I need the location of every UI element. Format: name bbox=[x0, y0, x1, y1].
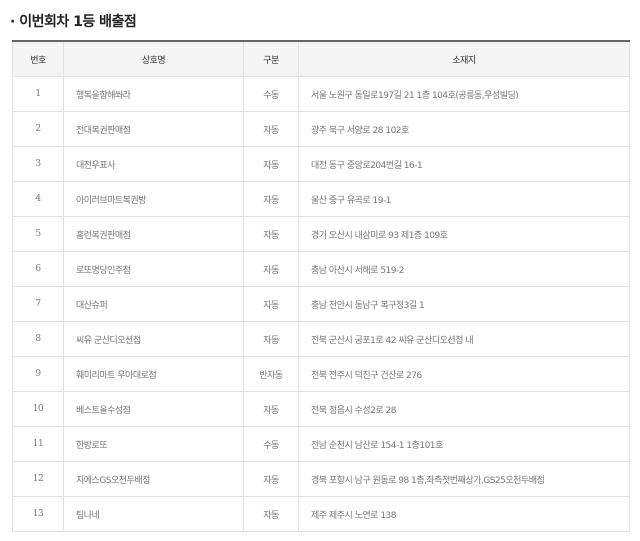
row-number: 7 bbox=[12, 286, 64, 322]
table-row: 10 베스트올수성점 자동 전북 정읍시 수성2로 28 bbox=[12, 391, 630, 427]
row-number: 9 bbox=[12, 356, 64, 392]
header-type: 구분 bbox=[243, 40, 299, 77]
store-address: 전북 정읍시 수성2로 28 bbox=[298, 391, 630, 427]
table-row: 6 로또명당인주점 자동 충남 아산시 서해로 519-2 bbox=[12, 251, 630, 287]
row-number: 4 bbox=[12, 181, 64, 217]
row-number: 3 bbox=[12, 146, 64, 182]
draw-type: 자동 bbox=[243, 146, 299, 182]
draw-type: 자동 bbox=[243, 496, 299, 532]
store-address: 충남 아산시 서해로 519-2 bbox=[298, 251, 630, 287]
store-name: 전대복권판매점 bbox=[63, 111, 244, 147]
store-name: 대산슈퍼 bbox=[63, 286, 244, 322]
store-address: 광주 북구 서양로 28 102호 bbox=[298, 111, 630, 147]
draw-type: 자동 bbox=[243, 111, 299, 147]
store-address: 전북 전주시 덕진구 건산로 276 bbox=[298, 356, 630, 392]
row-number: 12 bbox=[12, 461, 64, 497]
row-number: 2 bbox=[12, 111, 64, 147]
store-name: 아이러브마트복권방 bbox=[63, 181, 244, 217]
store-name: 한방로또 bbox=[63, 426, 244, 462]
draw-type: 자동 bbox=[243, 286, 299, 322]
row-number: 13 bbox=[12, 496, 64, 532]
header-address: 소재지 bbox=[298, 40, 630, 77]
header-number: 번호 bbox=[12, 40, 64, 77]
table-row: 12 지에스GS오천두배점 자동 경북 포항시 남구 원동로 98 1층,좌측첫번째상… bbox=[12, 461, 630, 497]
store-address: 충남 천안시 동남구 복구정3길 1 bbox=[298, 286, 630, 322]
table-row: 4 아이러브마트복권방 자동 울산 중구 유곡로 19-1 bbox=[12, 181, 630, 217]
table-row: 9 훼미리마트 우아대로점 반자동 전북 전주시 덕진구 건산로 276 bbox=[12, 356, 630, 392]
table-header-row: 번호 상호명 구분 소재지 bbox=[12, 40, 630, 77]
table-row: 11 한방로또 수동 전남 순천시 남산로 154-1 1층101호 bbox=[12, 426, 630, 462]
store-name: 팀나네 bbox=[63, 496, 244, 532]
winning-stores-table: 번호 상호명 구분 소재지 1 행복을향해쏴라 수동 서울 노원구 동일로197길 2… bbox=[12, 40, 630, 532]
store-address: 서울 노원구 동일로197길 21 1층 104호(공릉동,우성빌딩) bbox=[298, 76, 630, 112]
draw-type: 자동 bbox=[243, 251, 299, 287]
store-address: 제주 제주시 노연로 138 bbox=[298, 496, 630, 532]
store-name: 훼미리마트 우아대로점 bbox=[63, 356, 244, 392]
table-row: 13 팀나네 자동 제주 제주시 노연로 138 bbox=[12, 496, 630, 532]
draw-type: 자동 bbox=[243, 216, 299, 252]
store-name: 씨유 군산디오션점 bbox=[63, 321, 244, 357]
row-number: 10 bbox=[12, 391, 64, 427]
store-address: 경기 오산시 내삼미로 93 제1층 109호 bbox=[298, 216, 630, 252]
store-address: 대전 동구 중앙로204번길 16-1 bbox=[298, 146, 630, 182]
store-name: 지에스GS오천두배점 bbox=[63, 461, 244, 497]
store-name: 홈런복권판매점 bbox=[63, 216, 244, 252]
draw-type: 수동 bbox=[243, 76, 299, 112]
store-name: 행복을향해쏴라 bbox=[63, 76, 244, 112]
table-row: 5 홈런복권판매점 자동 경기 오산시 내삼미로 93 제1층 109호 bbox=[12, 216, 630, 252]
draw-type: 수동 bbox=[243, 426, 299, 462]
row-number: 6 bbox=[12, 251, 64, 287]
table-row: 1 행복을향해쏴라 수동 서울 노원구 동일로197길 21 1층 104호(공릉동,… bbox=[12, 76, 630, 112]
header-store-name: 상호명 bbox=[63, 40, 244, 77]
store-name: 대전우표사 bbox=[63, 146, 244, 182]
draw-type: 자동 bbox=[243, 321, 299, 357]
row-number: 11 bbox=[12, 426, 64, 462]
row-number: 8 bbox=[12, 321, 64, 357]
table-row: 2 전대복권판매점 자동 광주 북구 서양로 28 102호 bbox=[12, 111, 630, 147]
draw-type: 반자동 bbox=[243, 356, 299, 392]
store-address: 울산 중구 유곡로 19-1 bbox=[298, 181, 630, 217]
store-name: 베스트올수성점 bbox=[63, 391, 244, 427]
draw-type: 자동 bbox=[243, 391, 299, 427]
table-row: 3 대전우표사 자동 대전 동구 중앙로204번길 16-1 bbox=[12, 146, 630, 182]
row-number: 5 bbox=[12, 216, 64, 252]
draw-type: 자동 bbox=[243, 461, 299, 497]
table-row: 8 씨유 군산디오션점 자동 전북 군산시 궁포1로 42 씨유 군산디오션점 내 bbox=[12, 321, 630, 357]
store-address: 경북 포항시 남구 원동로 98 1층,좌측첫번째상가,GS25오천두배점 bbox=[298, 461, 630, 497]
draw-type: 자동 bbox=[243, 181, 299, 217]
store-name: 로또명당인주점 bbox=[63, 251, 244, 287]
store-address: 전북 군산시 궁포1로 42 씨유 군산디오션점 내 bbox=[298, 321, 630, 357]
store-address: 전남 순천시 남산로 154-1 1층101호 bbox=[298, 426, 630, 462]
row-number: 1 bbox=[12, 76, 64, 112]
section-title: · 이번회차 1등 배출점 bbox=[10, 14, 137, 30]
table-row: 7 대산슈퍼 자동 충남 천안시 동남구 복구정3길 1 bbox=[12, 286, 630, 322]
